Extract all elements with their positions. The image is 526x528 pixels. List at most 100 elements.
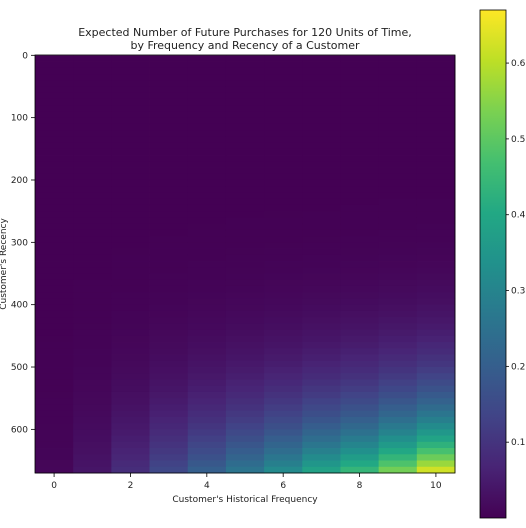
heatmap-cell	[340, 198, 380, 206]
heatmap-cell	[340, 142, 380, 150]
heatmap-cell	[225, 223, 265, 231]
heatmap-cell	[149, 123, 189, 131]
heatmap-cell	[302, 74, 341, 81]
heatmap-cell	[264, 161, 303, 168]
heatmap-cell	[225, 136, 265, 143]
heatmap-cell	[340, 429, 380, 436]
heatmap-cell	[187, 186, 227, 193]
heatmap-cell	[149, 186, 189, 193]
heatmap-cell	[225, 373, 265, 380]
heatmap-cell	[378, 123, 418, 131]
heatmap-cell	[302, 460, 341, 468]
heatmap-cell	[225, 211, 265, 218]
heatmap-cell	[302, 211, 341, 218]
heatmap-cell	[73, 123, 112, 131]
heatmap-cell	[73, 423, 112, 430]
heatmap-cell	[302, 167, 341, 175]
heatmap-cell	[302, 416, 341, 424]
heatmap-cell	[73, 242, 112, 249]
y-tick-label: 400	[11, 301, 28, 311]
heatmap-cell	[340, 223, 380, 231]
heatmap-cell	[149, 117, 189, 125]
heatmap-cell	[187, 360, 227, 368]
heatmap-cell	[149, 261, 189, 268]
heatmap-cell	[225, 348, 265, 355]
heatmap-cell	[35, 130, 74, 137]
heatmap-cell	[187, 173, 227, 181]
heatmap-cell	[35, 261, 74, 268]
heatmap-cell	[416, 236, 456, 243]
heatmap-cell	[35, 80, 74, 87]
heatmap-cell	[416, 179, 456, 187]
heatmap-cell	[73, 86, 112, 94]
heatmap-cell	[73, 229, 112, 237]
heatmap-cell	[340, 173, 380, 181]
heatmap-cell	[416, 285, 456, 293]
heatmap-cell	[73, 254, 112, 262]
heatmap-cell	[416, 267, 456, 274]
heatmap-cell	[111, 204, 150, 212]
heatmap-cell	[149, 441, 189, 449]
heatmap-cell	[378, 448, 418, 455]
heatmap-cell	[225, 441, 265, 449]
heatmap-cell	[35, 192, 74, 200]
heatmap-cell	[340, 192, 380, 200]
heatmap-cell	[187, 192, 227, 200]
heatmap-cell	[73, 404, 112, 412]
heatmap-cell	[73, 111, 112, 119]
heatmap-cell	[35, 348, 74, 355]
heatmap-cell	[264, 416, 303, 424]
heatmap-cell	[73, 354, 112, 362]
heatmap-cell	[340, 242, 380, 249]
heatmap-cell	[340, 354, 380, 362]
heatmap-cell	[302, 335, 341, 343]
heatmap-cell	[264, 454, 303, 461]
heatmap-cell	[416, 254, 456, 262]
heatmap-cell	[340, 86, 380, 94]
heatmap-cell	[264, 404, 303, 412]
heatmap-cell	[340, 410, 380, 418]
heatmap-cell	[73, 292, 112, 299]
heatmap-cell	[149, 179, 189, 187]
heatmap-cell	[264, 204, 303, 212]
heatmap-cell	[73, 236, 112, 243]
heatmap-cell	[187, 298, 227, 306]
heatmap-cell	[225, 248, 265, 256]
heatmap-cell	[302, 86, 341, 94]
heatmap-cell	[73, 67, 112, 75]
heatmap-cell	[187, 117, 227, 125]
heatmap-cell	[416, 105, 456, 112]
heatmap-cell	[225, 217, 265, 225]
heatmap-cell	[149, 55, 189, 62]
heatmap-cell	[416, 435, 456, 443]
heatmap-cell	[35, 105, 74, 112]
heatmap-cell	[378, 136, 418, 143]
heatmap-cell	[225, 267, 265, 274]
heatmap-cell	[73, 105, 112, 112]
heatmap-cell	[264, 354, 303, 362]
heatmap-cell	[187, 204, 227, 212]
heatmap-cell	[111, 429, 150, 436]
heatmap-cell	[111, 385, 150, 393]
heatmap-cell	[264, 360, 303, 368]
heatmap-cell	[35, 367, 74, 374]
heatmap-cell	[225, 404, 265, 412]
heatmap-cell	[73, 155, 112, 162]
heatmap-cell	[340, 360, 380, 368]
heatmap-cell	[187, 123, 227, 131]
heatmap-cell	[73, 379, 112, 387]
heatmap-cell	[35, 435, 74, 443]
heatmap-cell	[225, 310, 265, 318]
heatmap-cell	[187, 61, 227, 69]
heatmap-cell	[302, 92, 341, 100]
heatmap-cell	[73, 198, 112, 206]
heatmap-cell	[187, 429, 227, 436]
heatmap-cell	[225, 304, 265, 312]
heatmap-cell	[340, 155, 380, 162]
heatmap-cell	[149, 198, 189, 206]
heatmap-cell	[111, 373, 150, 380]
heatmap-cell	[416, 373, 456, 380]
heatmap-cell	[264, 273, 303, 281]
heatmap-cell	[340, 454, 380, 461]
